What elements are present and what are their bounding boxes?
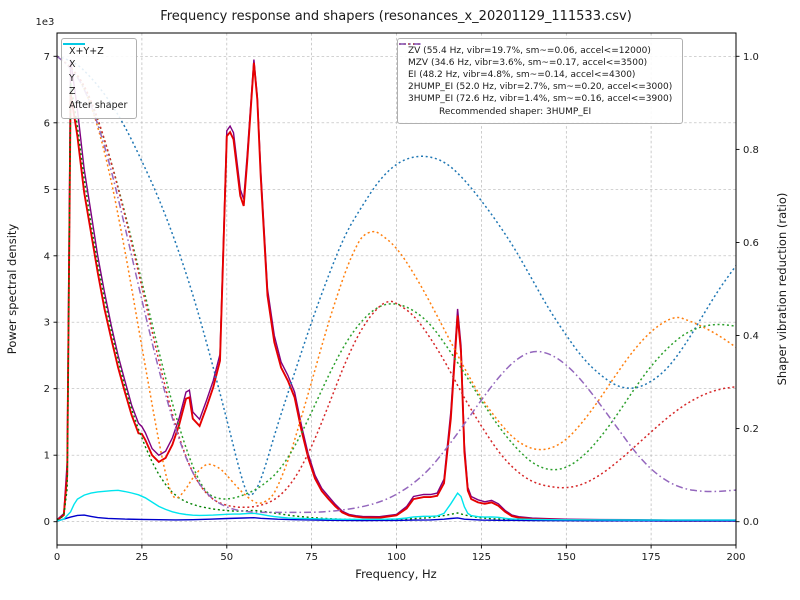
svg-text:25: 25 <box>136 552 149 563</box>
legend-item-label: 3HUMP_EI (72.6 Hz, vibr=1.4%, sm~=0.16, … <box>408 94 673 104</box>
axis-offset-text: 1e3 <box>36 17 55 28</box>
svg-text:75: 75 <box>305 552 318 563</box>
tick-labels: 0 25 50 75 100 125 150 175 200 0 1 2 3 4 5 6 7 0.0 0.2 0.4 0… <box>44 52 759 563</box>
svg-text:150: 150 <box>557 552 576 563</box>
legend-shapers: ZV (55.4 Hz, vibr=19.7%, sm~=0.06, accel… <box>397 38 684 124</box>
y-axis-right-label: Shaper vibration reduction (ratio) <box>775 193 789 386</box>
legend-item-Z: Z <box>63 43 127 98</box>
legend-item-label: EI (48.2 Hz, vibr=4.8%, sm~=0.14, accel<… <box>408 70 636 80</box>
legend-item-label: Z <box>69 86 76 98</box>
series-Z <box>57 514 736 522</box>
legend-item-2HUMP_EI: 2HUMP_EI (52.0 Hz, vibr=2.7%, sm~=0.20, … <box>399 43 673 92</box>
svg-text:1: 1 <box>44 451 50 462</box>
legend-line-swatch <box>399 43 422 45</box>
series-X+Y+Z <box>57 59 736 521</box>
svg-text:175: 175 <box>642 552 661 563</box>
svg-text:4: 4 <box>44 251 50 262</box>
y-axis-left-label: Power spectral density <box>5 224 19 355</box>
legend-item-3HUMP_EI: 3HUMP_EI (72.6 Hz, vibr=1.4%, sm~=0.16, … <box>399 43 673 104</box>
series-MZV <box>57 55 736 505</box>
svg-text:1.0: 1.0 <box>743 52 759 63</box>
x-axis-label: Frequency, Hz <box>355 567 436 581</box>
legend-item-MZV: MZV (34.6 Hz, vibr=3.6%, sm~=0.17, accel… <box>399 43 672 68</box>
axis-ticks <box>53 55 740 549</box>
svg-text:0.2: 0.2 <box>743 424 759 435</box>
series-Y <box>57 82 736 522</box>
series-3HUMP_EI <box>57 55 736 514</box>
svg-text:0: 0 <box>44 517 50 528</box>
legend-measurements: X+Y+Z X Y Z After shaper <box>61 38 138 119</box>
svg-text:0.6: 0.6 <box>743 238 759 249</box>
svg-text:0: 0 <box>54 552 60 563</box>
recommended-shaper-text: Recommended shaper: 3HUMP_EI <box>439 107 592 117</box>
legend-item-label: MZV (34.6 Hz, vibr=3.6%, sm~=0.17, accel… <box>408 58 648 68</box>
series-EI <box>57 55 736 500</box>
legend-item-label: Y <box>69 72 75 84</box>
svg-text:2: 2 <box>44 384 50 395</box>
legend-item-Y: Y <box>63 43 127 84</box>
svg-text:0.0: 0.0 <box>743 517 759 528</box>
legend-item-label: X <box>69 59 76 71</box>
svg-text:6: 6 <box>44 118 50 129</box>
shaper-curves <box>57 55 736 514</box>
legend-item-label: 2HUMP_EI (52.0 Hz, vibr=2.7%, sm~=0.20, … <box>408 82 673 92</box>
series-ZV <box>57 55 736 496</box>
legend-item-ZV: ZV (55.4 Hz, vibr=19.7%, sm~=0.06, accel… <box>399 43 672 56</box>
psd-curves <box>57 59 736 522</box>
legend-item-label: X+Y+Z <box>69 46 104 57</box>
svg-text:7: 7 <box>44 52 50 63</box>
svg-text:5: 5 <box>44 185 50 196</box>
legend-item-EI: EI (48.2 Hz, vibr=4.8%, sm~=0.14, accel<… <box>399 43 672 80</box>
svg-text:125: 125 <box>472 552 491 563</box>
series-After shaper <box>57 489 736 522</box>
legend-item-label: After shaper <box>69 99 128 111</box>
svg-text:50: 50 <box>220 552 233 563</box>
svg-text:0.8: 0.8 <box>743 145 759 156</box>
legend-item-After shaper: After shaper <box>63 43 128 111</box>
legend-item-X: X <box>63 43 127 71</box>
chart-title: Frequency response and shapers (resonanc… <box>160 9 632 24</box>
legend-line-swatch <box>63 43 85 45</box>
svg-text:0.4: 0.4 <box>743 331 759 342</box>
svg-text:200: 200 <box>726 552 745 563</box>
svg-text:3: 3 <box>44 318 50 329</box>
svg-text:100: 100 <box>387 552 406 563</box>
legend-item-label: ZV (55.4 Hz, vibr=19.7%, sm~=0.06, accel… <box>408 46 651 56</box>
